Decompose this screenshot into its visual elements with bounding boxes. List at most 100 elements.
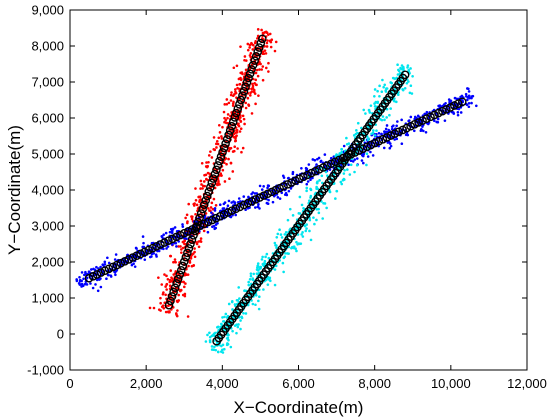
scatter-point [313, 222, 316, 226]
x-tick-label: 0 [66, 376, 73, 391]
scatter-point [470, 101, 473, 105]
scatter-point [235, 298, 239, 302]
scatter-point [229, 215, 233, 219]
scatter-point [239, 119, 243, 123]
scatter-point [260, 188, 264, 191]
scatter-point [345, 142, 349, 146]
track-point [434, 108, 443, 118]
scatter-point [207, 207, 210, 210]
scatter-point [258, 207, 261, 210]
scatter-point [216, 350, 220, 354]
scatter-point [209, 150, 212, 153]
scatter-point [184, 282, 187, 285]
scatter-point [369, 104, 373, 107]
track-point [254, 43, 264, 52]
x-tick-label: 6,000 [282, 376, 315, 391]
scatter-point [258, 295, 261, 299]
track-point [169, 287, 178, 297]
y-axis-title: Y−Coordinate(m) [5, 125, 24, 255]
scatter-point [209, 206, 213, 209]
scatter-point [172, 273, 176, 276]
track-point [108, 262, 118, 272]
track-point [176, 230, 185, 240]
track-point [187, 225, 197, 234]
scatter-point [271, 200, 275, 204]
scatter-point [225, 162, 228, 166]
scatter-point [206, 333, 209, 337]
scatter-point [106, 256, 109, 260]
y-tick-label: 8,000 [31, 39, 64, 54]
scatter-point [234, 131, 237, 135]
scatter-point [365, 152, 369, 155]
scatter-point [471, 94, 475, 98]
scatter-point [84, 270, 87, 274]
scatter-point [182, 240, 185, 244]
scatter-point [132, 262, 135, 266]
scatter-point [349, 163, 353, 167]
scatter-point [251, 82, 254, 86]
track-point [164, 236, 173, 245]
scatter-point [302, 206, 305, 210]
scatter-point [347, 163, 350, 166]
track-point [228, 117, 238, 127]
scatter-point [214, 348, 218, 352]
plot-marks [75, 28, 478, 354]
track-point [406, 121, 415, 131]
scatter-point [278, 197, 282, 200]
scatter-point [286, 177, 290, 180]
scatter-point [162, 247, 165, 251]
track-point [189, 231, 198, 240]
scatter-point [207, 160, 210, 164]
scatter-point [257, 265, 260, 268]
scatter-point [176, 300, 179, 304]
track-point [191, 223, 201, 232]
scatter-point [467, 105, 471, 109]
scatter-point [227, 302, 231, 306]
scatter-point [205, 161, 208, 164]
scatter-point [320, 174, 324, 178]
track-point [307, 168, 316, 178]
scatter-point [305, 227, 308, 230]
scatter-point [284, 230, 288, 234]
scatter-point [265, 201, 269, 205]
track-point [402, 123, 411, 133]
scatter-point [301, 235, 305, 238]
scatter-point [258, 267, 261, 270]
scatter-point [223, 116, 226, 120]
scatter-point [80, 271, 84, 274]
scatter-point [181, 246, 185, 250]
scatter-point [251, 191, 255, 194]
scatter-point [247, 103, 250, 106]
scatter-point [273, 283, 277, 287]
track-point [92, 270, 102, 279]
scatter-point [261, 78, 265, 82]
scatter-point [312, 216, 315, 219]
scatter-point [396, 73, 400, 76]
scatter-point [206, 230, 210, 234]
scatter-point [373, 104, 377, 108]
scatter-point [249, 274, 253, 278]
track-point [132, 251, 141, 260]
scatter-point [276, 196, 280, 199]
scatter-point [309, 196, 312, 199]
scatter-point [103, 260, 107, 264]
track-point [311, 166, 320, 176]
y-tick-label: 9,000 [31, 3, 64, 18]
track-point [224, 130, 233, 140]
scatter-point [244, 68, 248, 72]
scatter-point [235, 331, 238, 335]
scatter-point [186, 221, 189, 225]
scatter-point [238, 82, 242, 86]
scatter-point [193, 250, 196, 254]
scatter-point [98, 278, 101, 281]
scatter-point [186, 315, 190, 318]
scatter-point [396, 63, 399, 67]
scatter-point [94, 283, 97, 286]
scatter-point [229, 93, 233, 97]
scatter-point [213, 331, 217, 335]
scatter-point [244, 59, 248, 62]
scatter-point [239, 45, 242, 48]
scatter-point [233, 324, 237, 327]
track-point [295, 174, 304, 184]
track-point [322, 161, 332, 170]
